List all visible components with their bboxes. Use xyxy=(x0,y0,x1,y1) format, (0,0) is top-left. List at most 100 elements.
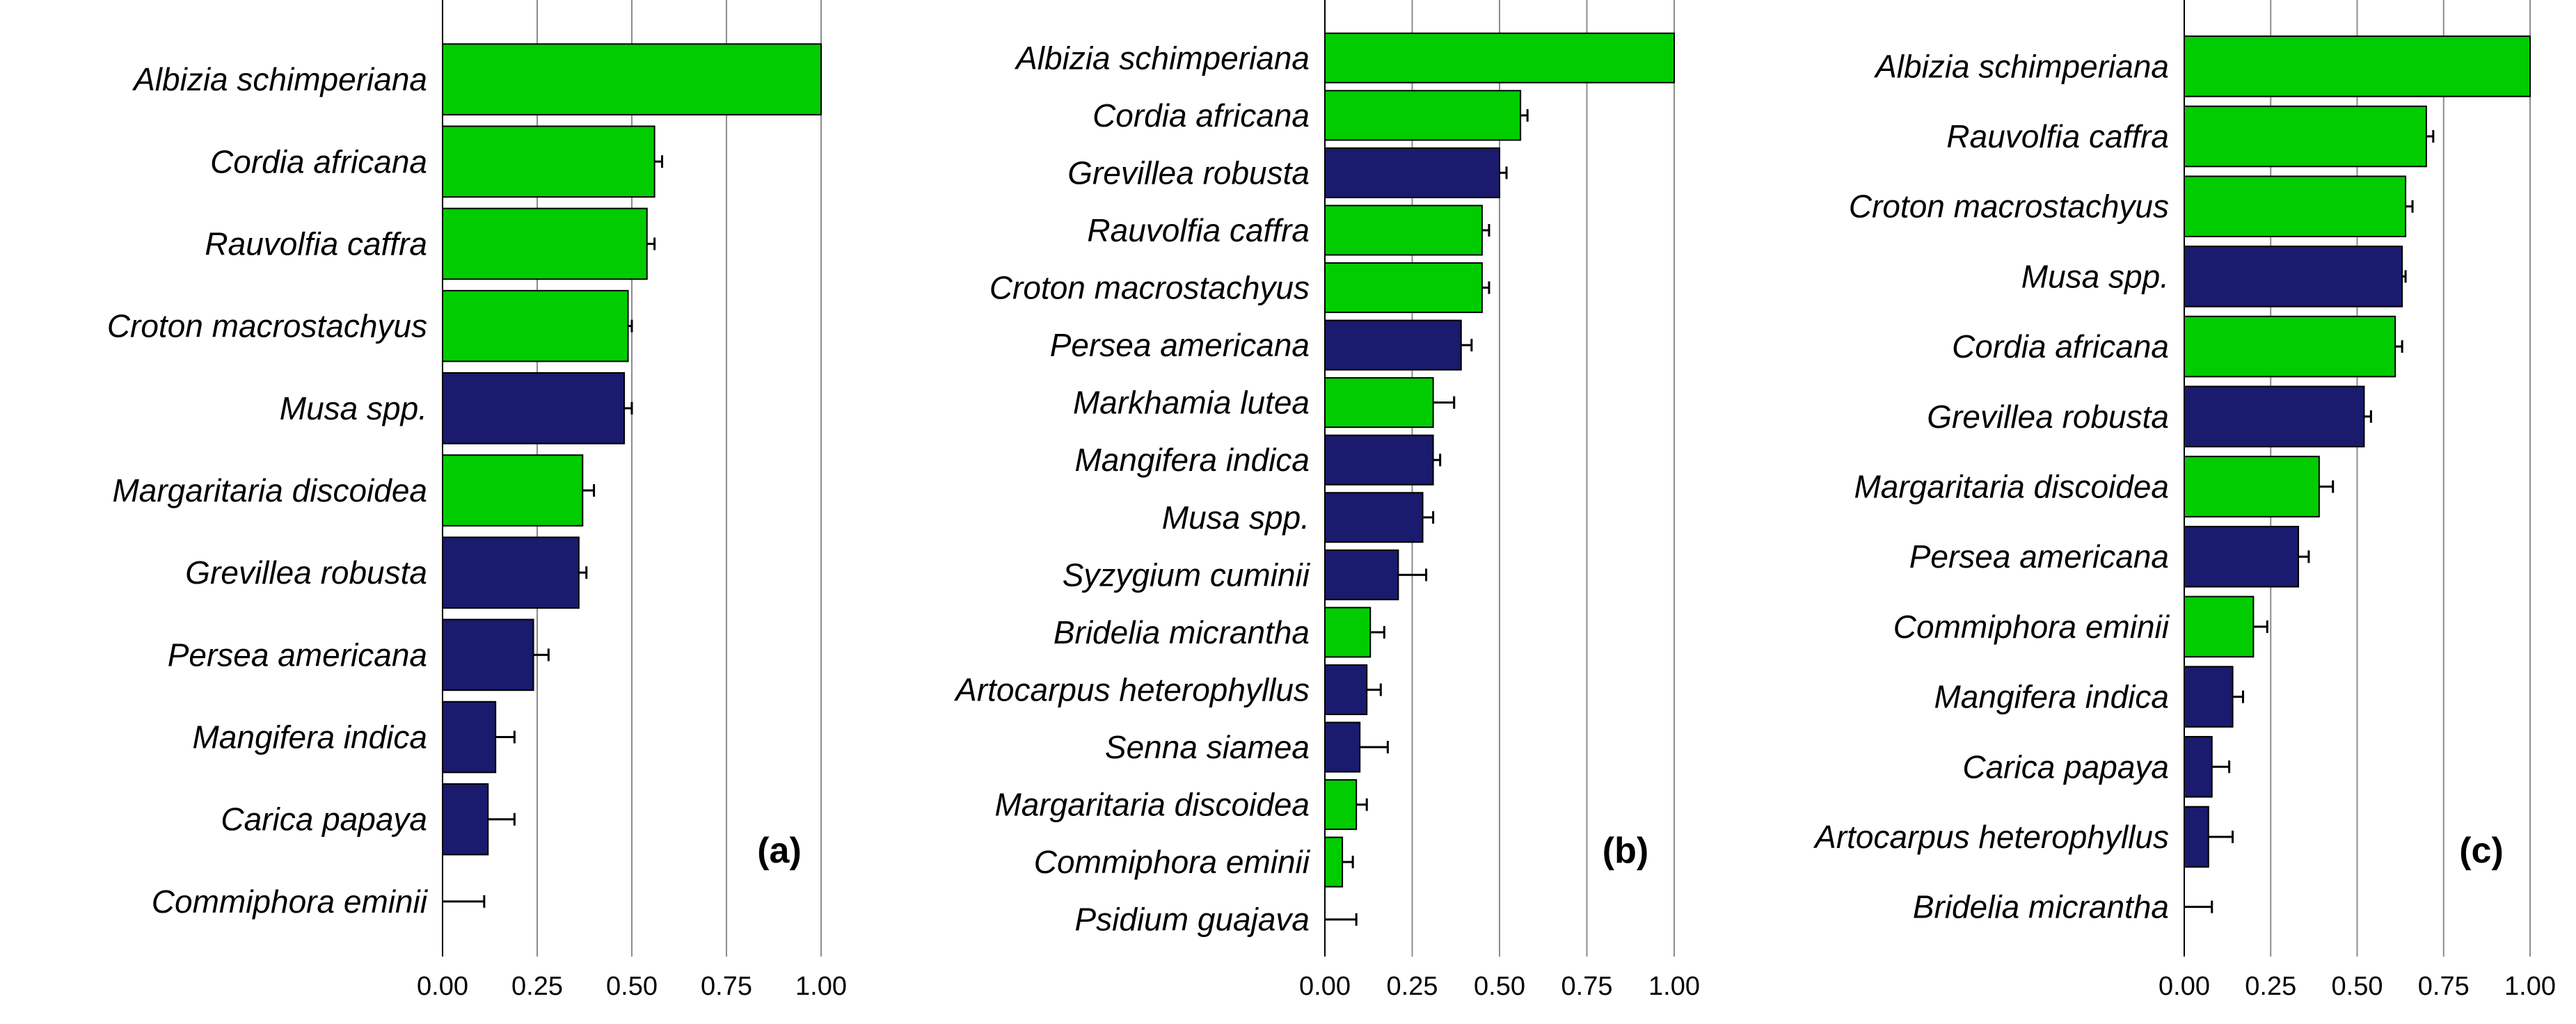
error-bar xyxy=(1398,568,1428,582)
bar xyxy=(1324,434,1434,486)
category-label: Albizia schimperiana xyxy=(1014,40,1310,76)
category-label: Senna siamea xyxy=(1105,729,1310,765)
category-label: Grevillea robusta xyxy=(1067,154,1310,191)
panel-label: (a) xyxy=(757,831,802,871)
category-label: Bridelia micrantha xyxy=(1913,889,2169,925)
error-bar xyxy=(2253,620,2268,633)
tick-label: 0.25 xyxy=(511,972,563,1001)
error-bar xyxy=(1325,913,1358,926)
tick-label: 0.75 xyxy=(701,972,752,1001)
error-bar xyxy=(2395,340,2403,353)
bar xyxy=(2184,806,2209,868)
category-label: Mangifera indica xyxy=(1074,442,1310,478)
tick-label: 0.25 xyxy=(1387,972,1438,1001)
category-label: Carica papaya xyxy=(221,801,427,838)
bar xyxy=(2184,35,2531,97)
error-bar xyxy=(628,319,633,333)
error-bar xyxy=(654,155,664,168)
error-bar xyxy=(2232,690,2244,703)
bar xyxy=(2184,595,2255,658)
bar xyxy=(442,618,534,691)
error-bar xyxy=(2184,900,2213,913)
bar xyxy=(2184,666,2234,728)
category-label: Persea americana xyxy=(168,637,427,673)
error-bar xyxy=(1481,281,1490,294)
bar xyxy=(1324,319,1462,371)
tick-label: 0.00 xyxy=(1299,972,1351,1001)
category-label: Musa spp. xyxy=(1162,499,1310,536)
bar xyxy=(1324,664,1368,715)
bar xyxy=(2184,735,2213,798)
error-bar xyxy=(1367,683,1382,696)
error-bar xyxy=(1461,339,1473,352)
bar xyxy=(442,454,584,527)
error-bar xyxy=(1342,856,1354,869)
tick-label: 0.00 xyxy=(2158,972,2210,1001)
bar xyxy=(1324,836,1344,888)
error-bar xyxy=(624,401,633,415)
error-bar xyxy=(1360,741,1389,754)
error-bar xyxy=(2406,200,2414,213)
category-label: Mangifera indica xyxy=(192,719,427,755)
tick-label: 1.00 xyxy=(1648,972,1700,1001)
bar xyxy=(442,536,580,609)
error-bar xyxy=(1433,454,1442,467)
tick-label: 0.00 xyxy=(417,972,468,1001)
category-label: Persea americana xyxy=(1909,538,2169,575)
category-label: Commiphora eminii xyxy=(152,883,429,920)
category-label: Psidium guajava xyxy=(1074,902,1310,938)
bar xyxy=(1324,492,1424,543)
tick-label: 0.50 xyxy=(1474,972,1525,1001)
error-bar xyxy=(2364,410,2372,423)
category-label: Carica papaya xyxy=(1962,749,2169,785)
bar xyxy=(1324,90,1522,141)
error-bar xyxy=(1356,798,1368,811)
bar xyxy=(1324,377,1434,429)
bar xyxy=(2184,315,2396,378)
bar xyxy=(2184,175,2407,238)
category-label: Grevillea robusta xyxy=(185,554,427,591)
bar xyxy=(442,289,629,362)
bar xyxy=(2184,456,2320,518)
bar xyxy=(2184,246,2403,307)
panel-label: (b) xyxy=(1603,831,1648,871)
error-bar xyxy=(578,566,588,579)
bar xyxy=(1324,607,1372,658)
category-label: Artocarpus heterophyllus xyxy=(953,671,1310,707)
category-label: Persea americana xyxy=(1050,327,1310,363)
error-bar xyxy=(443,895,486,908)
panel-label: (c) xyxy=(2459,831,2504,871)
error-bar xyxy=(495,730,516,744)
category-label: Margaritaria discoidea xyxy=(112,472,427,509)
category-label: Margaritaria discoidea xyxy=(994,787,1310,823)
tick-label: 0.75 xyxy=(1561,972,1613,1001)
error-bar xyxy=(2211,760,2231,774)
bar xyxy=(1324,147,1500,198)
error-bar xyxy=(1481,223,1490,237)
category-label: Albizia schimperiana xyxy=(1873,48,2169,84)
panel-a-chart: Albizia schimperiana Cordia africana Rauvo… xyxy=(107,0,847,1001)
bar xyxy=(442,372,626,445)
bar xyxy=(2184,525,2300,588)
category-label: Rauvolfia caffra xyxy=(1946,118,2169,154)
category-label: Cordia africana xyxy=(1952,328,2169,365)
bar xyxy=(1324,205,1483,256)
error-bar xyxy=(2426,130,2435,143)
error-bar xyxy=(582,484,596,497)
category-label: Rauvolfia caffra xyxy=(1087,212,1310,248)
category-label: Musa spp. xyxy=(2021,258,2169,294)
error-bar xyxy=(646,237,656,250)
error-bar xyxy=(1520,109,1529,122)
category-label: Markhamia lutea xyxy=(1073,385,1310,421)
error-bar xyxy=(1500,166,1508,179)
bar xyxy=(1324,549,1399,600)
bar xyxy=(442,207,648,280)
bar xyxy=(2184,105,2427,168)
bar xyxy=(1324,721,1361,773)
error-bar xyxy=(2208,830,2234,843)
category-label: Commiphora eminii xyxy=(1034,844,1311,880)
error-bar xyxy=(2298,550,2310,563)
category-label: Albizia schimperiana xyxy=(132,61,427,97)
error-bar xyxy=(1433,396,1456,409)
